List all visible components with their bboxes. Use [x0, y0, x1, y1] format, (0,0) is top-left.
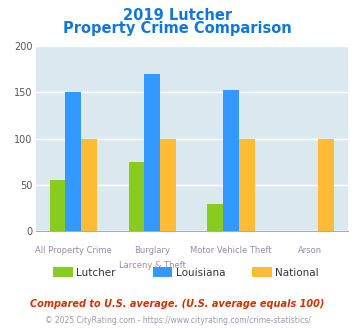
- Bar: [239, 139, 255, 231]
- Text: Compared to U.S. average. (U.S. average equals 100): Compared to U.S. average. (U.S. average …: [30, 299, 325, 309]
- Text: National: National: [275, 268, 319, 278]
- Bar: [223, 90, 239, 231]
- Text: All Property Crime: All Property Crime: [35, 246, 112, 255]
- Bar: [129, 162, 144, 231]
- Bar: [318, 139, 334, 231]
- Bar: [81, 139, 97, 231]
- Bar: [144, 74, 160, 231]
- Bar: [50, 180, 65, 231]
- Bar: [65, 92, 81, 231]
- Bar: [207, 204, 223, 231]
- Text: Burglary: Burglary: [134, 246, 170, 255]
- Text: Louisiana: Louisiana: [176, 268, 225, 278]
- Bar: [160, 139, 176, 231]
- Text: Arson: Arson: [298, 246, 322, 255]
- Text: 2019 Lutcher: 2019 Lutcher: [123, 8, 232, 23]
- Text: Larceny & Theft: Larceny & Theft: [119, 261, 186, 270]
- Text: © 2025 CityRating.com - https://www.cityrating.com/crime-statistics/: © 2025 CityRating.com - https://www.city…: [45, 316, 310, 325]
- Text: Lutcher: Lutcher: [76, 268, 116, 278]
- Text: Motor Vehicle Theft: Motor Vehicle Theft: [190, 246, 272, 255]
- Text: Property Crime Comparison: Property Crime Comparison: [63, 21, 292, 36]
